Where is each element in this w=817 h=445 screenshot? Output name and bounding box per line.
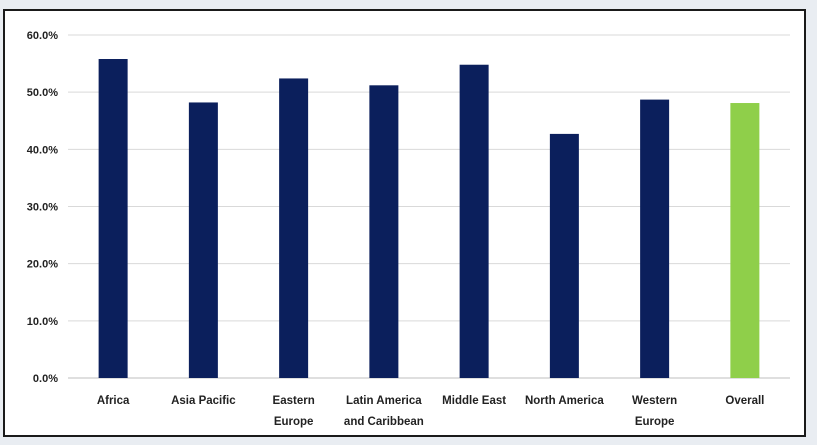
bar	[640, 99, 670, 379]
y-tick-label: 0.0%	[33, 373, 58, 385]
y-tick-label: 30.0%	[27, 202, 58, 214]
y-tick-label: 10.0%	[27, 316, 58, 328]
y-tick-label: 20.0%	[27, 259, 58, 271]
bar	[98, 59, 128, 378]
bar	[549, 133, 579, 378]
x-tick-label: North America	[525, 395, 604, 407]
bar	[730, 103, 760, 379]
x-tick-label: Africa	[97, 395, 130, 407]
x-tick-label: Western Europe	[632, 395, 677, 428]
y-tick-label: 50.0%	[27, 87, 58, 99]
y-tick-label: 40.0%	[27, 144, 58, 156]
bar	[459, 64, 489, 378]
y-tick-label: 60.0%	[27, 30, 58, 42]
x-tick-label: Overall	[725, 395, 764, 407]
bar	[188, 102, 218, 378]
x-tick-label: Asia Pacific	[171, 395, 236, 407]
bar	[369, 85, 399, 378]
chart-frame	[3, 9, 806, 437]
x-tick-label: Eastern Europe	[273, 395, 315, 428]
x-tick-label: Middle East	[442, 395, 506, 407]
x-tick-label: Latin America and Caribbean	[344, 395, 424, 428]
bar	[279, 78, 309, 379]
